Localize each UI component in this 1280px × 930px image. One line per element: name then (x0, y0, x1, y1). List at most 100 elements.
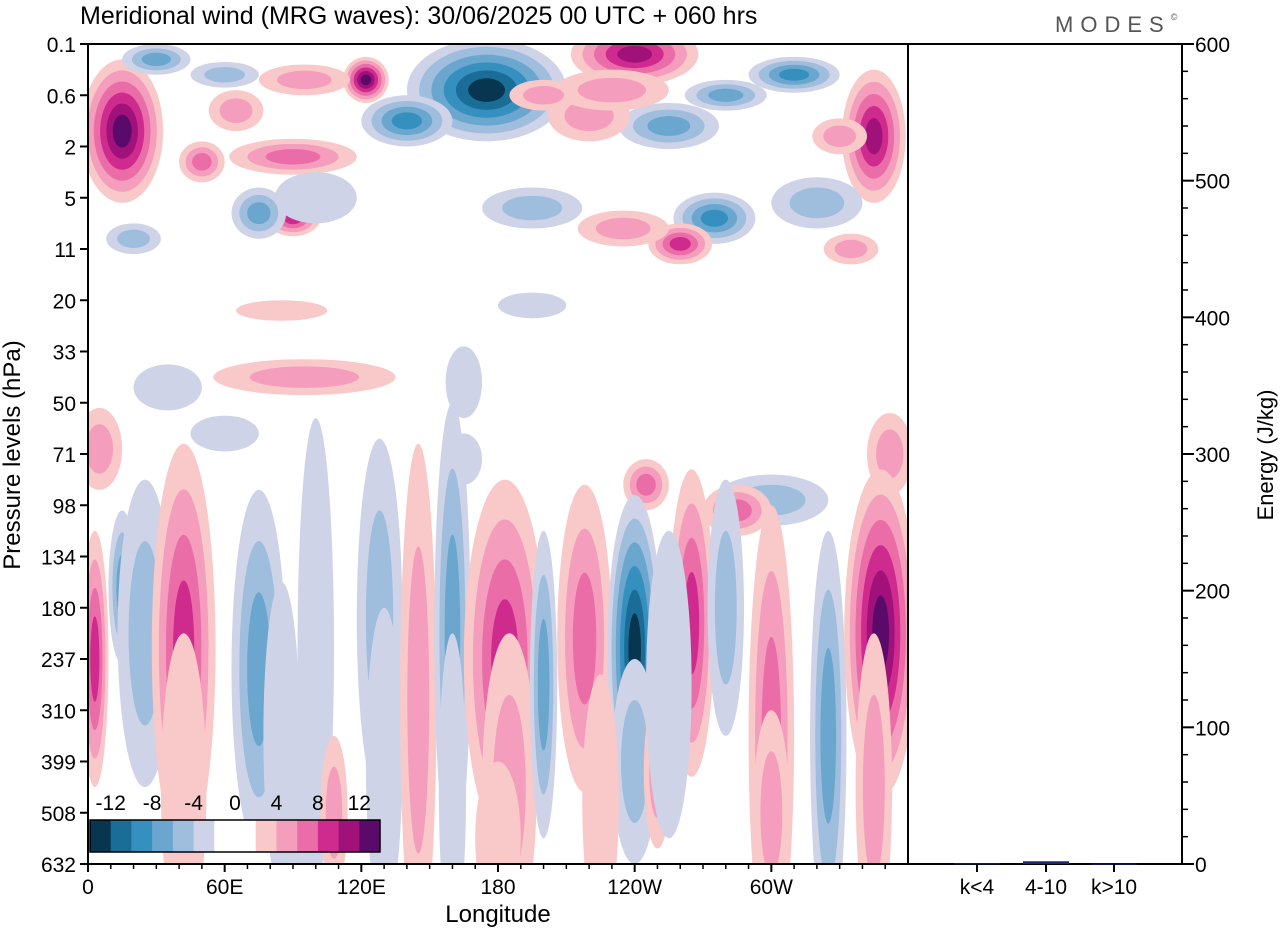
heatmap-plot (88, 44, 908, 864)
energy-panel-frame (907, 43, 1183, 865)
contour-region (646, 530, 692, 839)
longitude-tick-label: 60E (206, 876, 243, 899)
pressure-tick-label: 5 (64, 188, 76, 211)
contour-region (192, 153, 212, 171)
contour-region (778, 68, 810, 81)
colorbar-label: -4 (184, 792, 203, 815)
contour-region (669, 237, 691, 251)
contour-region (577, 77, 647, 103)
contour-region (265, 149, 321, 165)
contour-region (823, 125, 857, 148)
energy-tick-label: 200 (1195, 581, 1230, 604)
energy-tick-label: 500 (1195, 171, 1230, 194)
contour-region (700, 209, 729, 227)
longitude-tick-label: 180 (480, 876, 515, 899)
pressure-tick-label: 508 (41, 803, 76, 826)
contour-region (708, 88, 744, 102)
contour-region (236, 300, 328, 321)
contour-region (88, 424, 114, 474)
brand-logo: MODES© (1055, 12, 1178, 37)
colorbar-swatch (276, 820, 298, 852)
contour-region (468, 78, 506, 102)
contour-region (117, 229, 150, 248)
colorbar-swatch (152, 820, 174, 852)
colorbar-frame (89, 819, 381, 853)
colorbar-swatch (131, 820, 153, 852)
colorbar-label: 12 (348, 792, 371, 815)
energy-bar (954, 863, 1000, 865)
energy-category-label: k<4 (960, 876, 995, 899)
colorbar-swatch (338, 820, 360, 852)
pressure-tick-label: 632 (41, 854, 76, 877)
colorbar-label: -12 (96, 792, 126, 815)
contour-region (112, 114, 132, 148)
contour-region (523, 86, 565, 105)
heatmap-contours (88, 44, 908, 864)
energy-bar (1023, 861, 1069, 864)
contour-region (360, 74, 372, 86)
contour-region (407, 546, 430, 854)
colorbar-swatch (297, 820, 319, 852)
contour-region (617, 45, 653, 63)
colorbar-swatch (255, 820, 277, 852)
contour-region (190, 415, 259, 452)
pressure-tick-label: 0.1 (47, 34, 76, 57)
contour-region (865, 118, 883, 155)
contour-region (502, 195, 563, 221)
pressure-axis: 0.1 0.6 2 5 11 20 33 50 71 98 134 180 237 310 399 508 63… (41, 34, 88, 877)
contour-region (572, 572, 597, 705)
colorbar-swatch (193, 820, 215, 852)
longitude-axis-label: Longitude (445, 901, 550, 928)
energy-tick-label: 0 (1195, 854, 1207, 877)
pressure-tick-label: 98 (53, 495, 76, 518)
colorbar-swatch (110, 820, 132, 852)
energy-tick-label: 400 (1195, 307, 1230, 330)
contour-region (636, 473, 656, 496)
contour-region (445, 346, 483, 419)
contour-region (365, 607, 403, 864)
contour-region (219, 98, 253, 123)
pressure-tick-label: 0.6 (47, 85, 76, 108)
energy-panel: 0 100 200 300 400 500 600 k<4 4-10 k>10 (954, 34, 1230, 899)
colorbar-label: 0 (229, 792, 241, 815)
pressure-axis-label: Pressure levels (hPa) (0, 340, 26, 569)
colorbar-swatch (214, 820, 236, 852)
longitude-tick-label: 120E (337, 876, 386, 899)
contour-region (263, 582, 300, 864)
contour-region (438, 633, 467, 864)
pressure-tick-label: 50 (53, 393, 76, 416)
pressure-tick-label: 71 (53, 444, 76, 467)
contour-region (133, 364, 202, 411)
pressure-tick-label: 310 (41, 700, 76, 723)
colorbar-swatch (90, 820, 112, 852)
contour-region (760, 751, 783, 864)
colorbar-label: -8 (143, 792, 162, 815)
colorbar-swatch (172, 820, 195, 852)
pressure-tick-label: 134 (41, 547, 76, 570)
contour-region (90, 616, 100, 702)
contour-region (876, 429, 904, 479)
contour-region (537, 618, 550, 751)
energy-category-label: k>10 (1091, 876, 1137, 899)
colorbar: -12 -8 -4 0 4 8 12 (89, 792, 381, 853)
contour-region (475, 761, 521, 864)
pressure-tick-label: 11 (54, 239, 76, 262)
contour-region (277, 70, 332, 90)
colorbar-label: 8 (312, 792, 324, 815)
contour-region (249, 366, 360, 388)
contour-region (820, 648, 837, 824)
energy-category-label: 4-10 (1025, 876, 1067, 899)
contour-region (391, 112, 423, 130)
colorbar-label: 4 (271, 792, 283, 815)
contour-region (582, 674, 619, 864)
contour-region (274, 172, 357, 224)
energy-tick-label: 300 (1195, 444, 1230, 467)
contour-region (862, 694, 885, 864)
chart-title: Meridional wind (MRG waves): 30/06/2025 … (80, 2, 757, 30)
longitude-tick-label: 120W (607, 876, 662, 899)
contour-region (647, 116, 691, 136)
longitude-axis: 0 60E 120E 180 120W 60W (82, 864, 886, 899)
contour-region (160, 633, 207, 864)
contour-region (247, 202, 271, 225)
